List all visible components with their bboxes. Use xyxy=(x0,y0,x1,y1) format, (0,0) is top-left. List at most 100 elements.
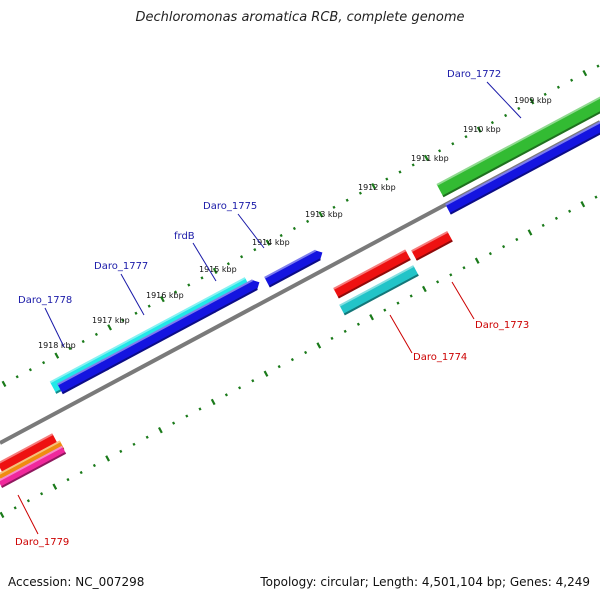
gene-label-reverse[interactable]: Daro_1779 xyxy=(15,537,69,548)
major-tick xyxy=(527,229,533,236)
accession-text: Accession: NC_007298 xyxy=(8,575,145,589)
feat-green[interactable] xyxy=(436,96,600,198)
minor-tick xyxy=(13,506,17,510)
major-tick xyxy=(0,511,5,519)
minor-tick xyxy=(147,304,151,308)
gene-label-forward[interactable]: Daro_1777 xyxy=(94,261,148,272)
minor-tick xyxy=(306,219,310,224)
minor-tick xyxy=(277,365,281,369)
major-tick xyxy=(160,295,165,303)
major-tick xyxy=(474,257,480,264)
feat-blue[interactable] xyxy=(209,279,260,313)
feat-teal[interactable] xyxy=(339,265,419,316)
major-tick xyxy=(422,285,427,293)
minor-tick xyxy=(462,266,466,270)
minor-tick xyxy=(383,308,387,312)
minor-tick xyxy=(411,163,415,167)
minor-tick xyxy=(198,407,202,411)
leader-line xyxy=(451,281,475,320)
minor-tick xyxy=(26,499,30,503)
major-tick xyxy=(1,380,7,388)
minor-tick xyxy=(330,336,334,341)
minor-tick xyxy=(226,262,230,266)
minor-tick xyxy=(279,233,283,238)
feat-blue[interactable] xyxy=(57,358,111,395)
gene-features xyxy=(0,96,600,488)
minor-tick xyxy=(502,244,506,249)
kbp-tick-label: 1914 kbp xyxy=(252,238,290,247)
gene-label-forward[interactable]: Daro_1772 xyxy=(447,69,501,80)
feat-red[interactable] xyxy=(333,249,411,299)
gene-label-forward[interactable]: Daro_1778 xyxy=(18,295,72,306)
minor-tick xyxy=(290,357,294,362)
leader-line xyxy=(120,273,145,316)
minor-tick xyxy=(28,368,32,372)
major-tick xyxy=(316,342,322,349)
feat-red[interactable] xyxy=(411,230,453,261)
minor-tick xyxy=(332,205,336,209)
outer-tick-track xyxy=(1,64,600,388)
minor-tick xyxy=(81,339,85,344)
gene-label-reverse[interactable]: Daro_1773 xyxy=(475,320,529,331)
minor-tick xyxy=(68,346,72,351)
genome-summary: Topology: circular; Length: 4,501,104 bp… xyxy=(260,575,590,589)
kbp-tick-label: 1912 kbp xyxy=(358,183,396,192)
minor-tick xyxy=(40,492,44,496)
minor-tick xyxy=(398,170,402,174)
minor-tick xyxy=(292,226,296,231)
major-tick xyxy=(107,324,112,331)
minor-tick xyxy=(490,120,494,125)
major-tick xyxy=(105,455,110,462)
minor-tick xyxy=(132,442,136,446)
leader-line xyxy=(486,81,522,119)
major-tick xyxy=(52,483,58,490)
minor-tick xyxy=(570,78,574,82)
minor-tick xyxy=(515,237,519,242)
minor-tick xyxy=(396,301,400,305)
minor-tick xyxy=(594,195,598,199)
major-tick xyxy=(529,98,535,105)
kbp-tick-label: 1917 kbp xyxy=(92,316,130,325)
kbp-tick-label: 1910 kbp xyxy=(463,125,501,134)
gene-label-forward[interactable]: frdB xyxy=(174,231,195,242)
minor-tick xyxy=(187,283,191,287)
gene-labels: Daro_1772 Daro_1775 frdB Daro_1777 Daro_1778… xyxy=(15,69,529,548)
minor-tick xyxy=(556,85,560,89)
gene-label-reverse[interactable]: Daro_1774 xyxy=(413,352,467,363)
major-tick xyxy=(318,211,324,218)
minor-tick xyxy=(119,449,123,453)
feat-magenta[interactable] xyxy=(0,445,67,488)
minor-tick xyxy=(15,375,19,379)
minor-tick xyxy=(253,248,257,252)
leader-line xyxy=(17,494,39,535)
minor-tick xyxy=(517,106,521,111)
minor-tick xyxy=(451,142,455,146)
major-tick xyxy=(212,267,218,275)
minor-tick xyxy=(436,280,440,284)
feat-blue[interactable] xyxy=(264,249,323,288)
major-tick xyxy=(265,239,271,246)
minor-tick xyxy=(568,209,572,213)
major-tick xyxy=(580,201,586,208)
minor-tick xyxy=(94,332,98,337)
minor-tick xyxy=(343,329,347,333)
minor-tick xyxy=(121,318,125,322)
minor-tick xyxy=(145,435,149,439)
minor-tick xyxy=(304,350,308,355)
minor-tick xyxy=(596,64,600,68)
minor-tick xyxy=(358,191,362,195)
leader-line xyxy=(192,242,217,282)
minor-tick xyxy=(42,361,46,365)
minor-tick xyxy=(554,216,558,220)
map-title: Dechloromonas aromatica RCB, complete ge… xyxy=(135,10,465,25)
minor-tick xyxy=(438,149,442,153)
minor-tick xyxy=(488,252,492,256)
gene-label-forward[interactable]: Daro_1775 xyxy=(203,201,257,212)
minor-tick xyxy=(134,311,138,315)
feat-blue[interactable] xyxy=(101,301,218,371)
feat-blue[interactable] xyxy=(445,121,600,215)
major-tick xyxy=(476,126,482,133)
leader-line xyxy=(44,307,65,348)
minor-tick xyxy=(185,414,189,418)
kbp-tick-label: 1909 kbp xyxy=(514,96,552,105)
